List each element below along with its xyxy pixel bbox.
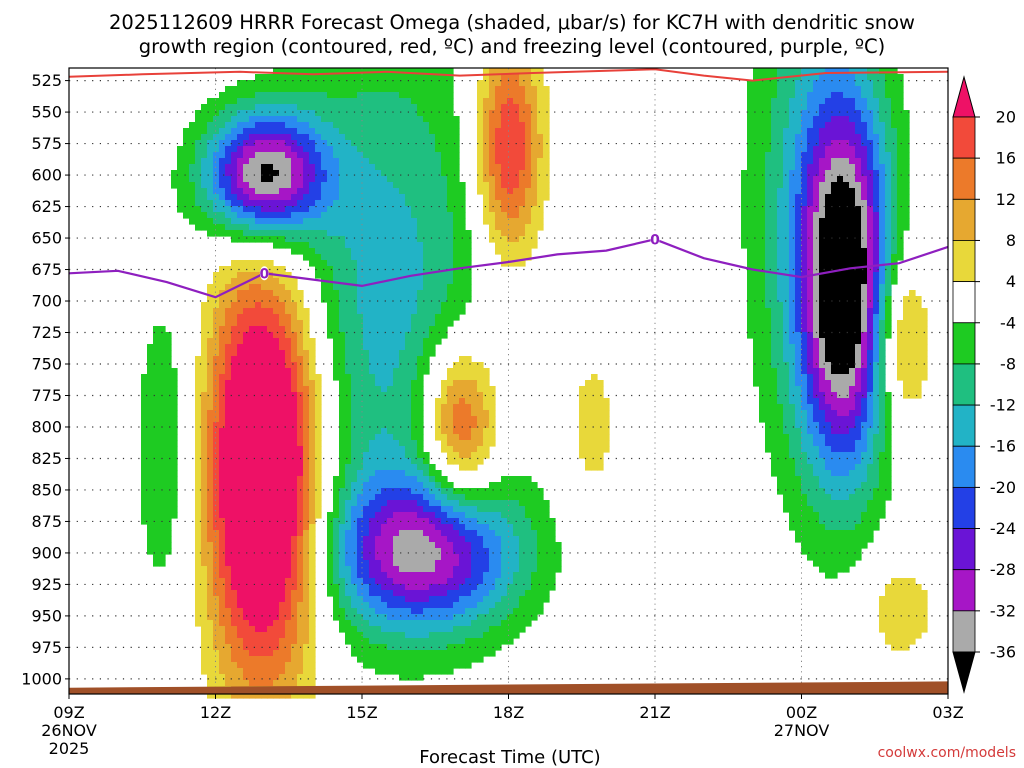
- colorbar-swatch-6: [952, 322, 976, 365]
- year-label-0: 2025: [49, 739, 90, 758]
- y-tick-525: 525: [31, 71, 62, 90]
- colorbar-swatch-9: [952, 445, 976, 488]
- y-tick-775: 775: [31, 386, 62, 405]
- date-label-0: 26NOV: [41, 721, 97, 740]
- freezing-level-label-1: 0: [650, 232, 660, 248]
- y-tick-675: 675: [31, 260, 62, 279]
- colorbar-label-6: -8: [1000, 354, 1016, 373]
- colorbar-swatch-10: [952, 486, 976, 529]
- y-tick-800: 800: [31, 417, 62, 436]
- x-axis-label: Forecast Time (UTC): [419, 747, 600, 768]
- colorbar-swatch-4: [952, 240, 976, 283]
- y-tick-950: 950: [31, 606, 62, 625]
- y-tick-650: 650: [31, 229, 62, 248]
- colorbar-label-4: 4: [1006, 272, 1016, 291]
- y-tick-600: 600: [31, 166, 62, 185]
- colorbar-label-10: -24: [990, 519, 1016, 538]
- colorbar-label-5: -4: [1000, 313, 1016, 332]
- omega-colorbar: 20 16 12 8 4 -4 -8 -12 -16 -20 -24 -28 -32 -36: [952, 75, 1016, 694]
- chart-title-line-1: 2025112609 HRRR Forecast Omega (shaded, …: [109, 11, 915, 34]
- colorbar-top-triangle: [952, 75, 976, 118]
- colorbar-swatch-12: [952, 569, 976, 612]
- grid-lines: [69, 68, 948, 694]
- y-tick-750: 750: [31, 354, 62, 373]
- colorbar-swatch-8: [952, 404, 976, 447]
- dendritic-growth-contour: [68, 68, 949, 82]
- y-tick-825: 825: [31, 449, 62, 468]
- y-tick-1000: 1000: [21, 669, 62, 688]
- y-tick-900: 900: [31, 543, 62, 562]
- y-tick-625: 625: [31, 197, 62, 216]
- colorbar-label-8: -16: [990, 437, 1016, 456]
- y-tick-725: 725: [31, 323, 62, 342]
- colorbar-label-2: 12: [996, 190, 1016, 209]
- x-tick-18Z: 18Z: [493, 703, 524, 722]
- colorbar-label-0: 20: [996, 108, 1016, 127]
- x-tick-09Z: 09Z: [53, 703, 84, 722]
- colorbar-swatch-7: [952, 363, 976, 406]
- chart-title-line-2: growth region (contoured, red, ºC) and f…: [139, 35, 886, 58]
- colorbar-bottom-triangle: [952, 651, 976, 694]
- freezing-level-label-0: 0: [259, 266, 269, 282]
- colorbar-swatch-3: [952, 198, 976, 241]
- colorbar-label-13: -36: [990, 643, 1016, 662]
- contours: 00: [68, 68, 949, 299]
- y-tick-875: 875: [31, 512, 62, 531]
- date-label-1: 27NOV: [774, 721, 830, 740]
- y-tick-700: 700: [31, 292, 62, 311]
- y-tick-975: 975: [31, 638, 62, 657]
- x-tick-15Z: 15Z: [346, 703, 377, 722]
- colorbar-label-12: -32: [990, 601, 1016, 620]
- x-tick-00Z: 00Z: [786, 703, 817, 722]
- colorbar-label-3: 8: [1006, 231, 1016, 250]
- colorbar-swatch-5: [952, 281, 976, 324]
- colorbar-label-1: 16: [996, 149, 1016, 168]
- colorbar-swatch-2: [952, 157, 976, 200]
- colorbar-label-11: -28: [990, 560, 1016, 579]
- colorbar-label-9: -20: [990, 478, 1016, 497]
- y-tick-925: 925: [31, 575, 62, 594]
- y-tick-850: 850: [31, 480, 62, 499]
- colorbar-label-7: -12: [990, 396, 1016, 415]
- x-tick-03Z: 03Z: [932, 703, 963, 722]
- x-tick-21Z: 21Z: [639, 703, 670, 722]
- pressure-axis: 525 550 575 600 625 650 675 700 725 750 775 800 825 8…: [21, 71, 69, 688]
- terrain-surface: [69, 681, 948, 694]
- x-tick-12Z: 12Z: [200, 703, 231, 722]
- terrain-fill: [69, 681, 948, 694]
- omega-shading: [141, 68, 928, 699]
- credit-text: coolwx.com/models: [878, 745, 1016, 761]
- colorbar-swatch-11: [952, 528, 976, 571]
- freezing-level-contour: [68, 238, 949, 299]
- colorbar-swatch-13: [952, 610, 976, 653]
- colorbar-swatch-1: [952, 116, 976, 159]
- y-tick-575: 575: [31, 134, 62, 153]
- y-tick-550: 550: [31, 103, 62, 122]
